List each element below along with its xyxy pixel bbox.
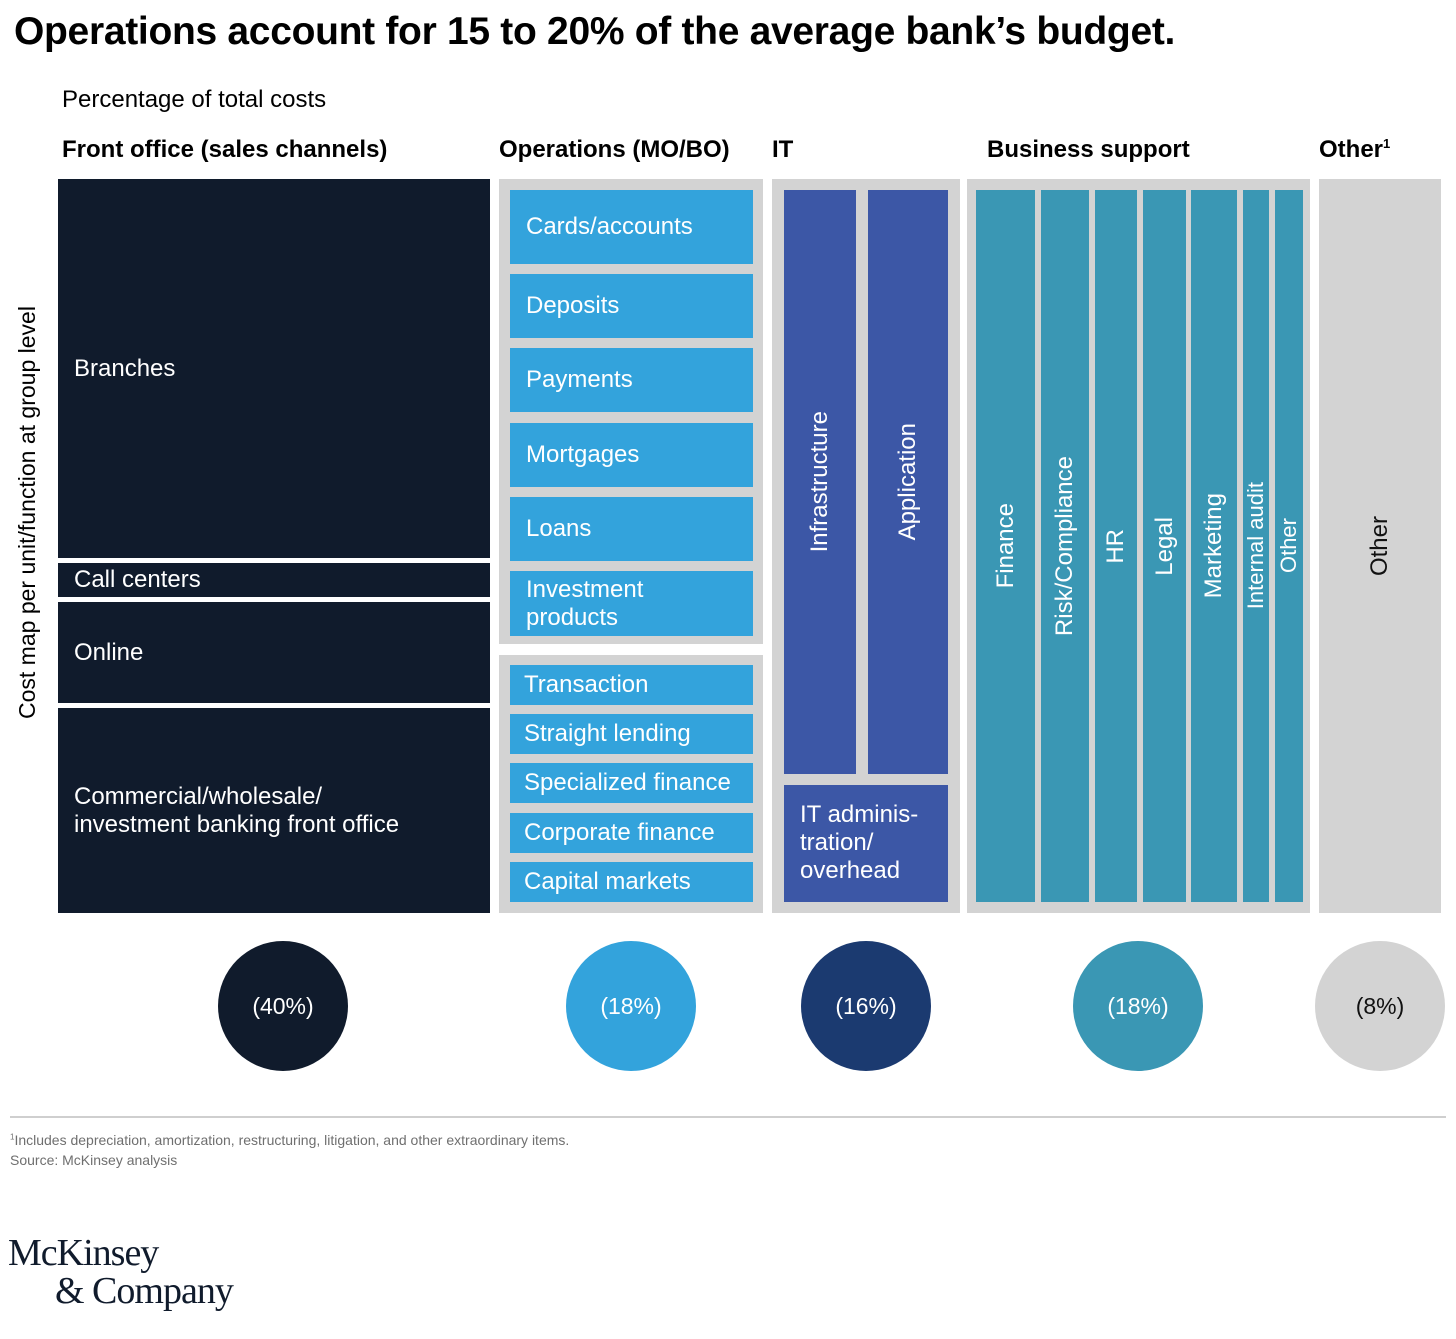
source-note: Source: McKinsey analysis — [10, 1152, 178, 1168]
block-commercial: Commercial/wholesale/ investment banking… — [58, 708, 490, 913]
header-other: Other1 — [1319, 136, 1390, 164]
block-label: Call centers — [74, 566, 201, 593]
share-circle-operations: (18%) — [566, 941, 696, 1071]
block-legal: Legal — [1143, 190, 1186, 902]
block-label: Internal audit — [1243, 482, 1268, 610]
block-deposits: Deposits — [510, 274, 753, 338]
block-infrastructure: Infrastructure — [784, 190, 856, 774]
block-label: Marketing — [1200, 493, 1227, 599]
block-finance: Finance — [976, 190, 1035, 902]
mckinsey-logo: McKinsey & Company — [8, 1232, 234, 1312]
y-axis-label: Cost map per unit/function at group leve… — [14, 306, 40, 720]
block-label: Payments — [526, 366, 633, 393]
divider — [10, 1116, 1446, 1118]
header-other-label: Other — [1319, 136, 1384, 163]
block-capital-markets: Capital markets — [510, 862, 753, 902]
header-it: IT — [772, 136, 794, 163]
share-label: (18%) — [1107, 992, 1169, 1019]
block-cards-accounts: Cards/accounts — [510, 190, 753, 264]
block-label: Capital markets — [524, 868, 691, 895]
share-circle-front-office: (40%) — [218, 941, 348, 1071]
block-label: Online — [74, 638, 144, 666]
footnote: 1Includes depreciation, amortization, re… — [10, 1132, 569, 1148]
logo-line-2: & Company — [55, 1270, 234, 1312]
block-label: Specialized finance — [524, 769, 731, 796]
block-label: Finance — [991, 503, 1019, 589]
header-front-office: Front office (sales channels) — [62, 136, 388, 163]
header-business-support: Business support — [987, 136, 1190, 163]
block-loans: Loans — [510, 497, 753, 561]
block-online: Online — [58, 602, 490, 703]
block-risk-compliance: Risk/Compliance — [1041, 190, 1089, 902]
share-circle-other: (8%) — [1315, 941, 1445, 1071]
block-label: Other — [1366, 515, 1393, 577]
block-label: Transaction — [524, 671, 649, 698]
block-label: Infrastructure — [806, 411, 833, 553]
block-label: Straight lending — [524, 720, 691, 747]
share-circle-it: (16%) — [801, 941, 931, 1071]
block-label: HR — [1102, 528, 1129, 564]
block-label: Corporate finance — [524, 819, 715, 846]
block-marketing: Marketing — [1191, 190, 1237, 902]
block-payments: Payments — [510, 348, 753, 412]
block-branches: Branches — [58, 179, 490, 558]
block-label: Other — [1276, 518, 1301, 574]
block-hr: HR — [1095, 190, 1137, 902]
block-label: Commercial/wholesale/ investment banking… — [74, 782, 400, 838]
footnote-text: Includes depreciation, amortization, res… — [14, 1132, 570, 1148]
block-bs-other: Other — [1275, 190, 1303, 902]
block-label: Loans — [526, 515, 592, 542]
share-label: (8%) — [1355, 992, 1405, 1019]
share-label: (40%) — [252, 992, 314, 1019]
block-label: Risk/Compliance — [1051, 455, 1078, 637]
block-investment-products: Investment products — [510, 571, 753, 636]
chart-title: Operations account for 15 to 20% of the … — [14, 10, 1176, 53]
block-label: Cards/accounts — [526, 213, 693, 240]
footnote-mark: 1 — [1383, 136, 1391, 151]
block-label: Branches — [74, 354, 176, 382]
block-it-administration: IT adminis- tration/ overhead — [784, 785, 948, 902]
block-corporate-finance: Corporate finance — [510, 813, 753, 853]
block-application: Application — [868, 190, 948, 774]
chart-subtitle: Percentage of total costs — [62, 86, 327, 113]
block-straight-lending: Straight lending — [510, 714, 753, 754]
block-transaction: Transaction — [510, 665, 753, 705]
block-mortgages: Mortgages — [510, 423, 753, 487]
header-operations: Operations (MO/BO) — [499, 136, 730, 163]
block-label: Application — [894, 423, 921, 541]
footnote-mark: 1 — [10, 1132, 15, 1142]
block-other: Other — [1319, 179, 1441, 913]
share-circle-business-support: (18%) — [1073, 941, 1203, 1071]
share-label: (16%) — [835, 992, 897, 1019]
block-internal-audit: Internal audit — [1243, 190, 1269, 902]
share-label: (18%) — [600, 992, 662, 1019]
block-call-centers: Call centers — [58, 563, 490, 597]
block-label: IT adminis- tration/ overhead — [800, 801, 919, 884]
logo-line-1: McKinsey — [8, 1232, 159, 1274]
block-label: Mortgages — [526, 441, 640, 468]
block-label: Investment products — [526, 575, 644, 631]
block-label: Legal — [1150, 516, 1178, 576]
block-label: Deposits — [526, 292, 620, 319]
block-specialized-finance: Specialized finance — [510, 763, 753, 803]
